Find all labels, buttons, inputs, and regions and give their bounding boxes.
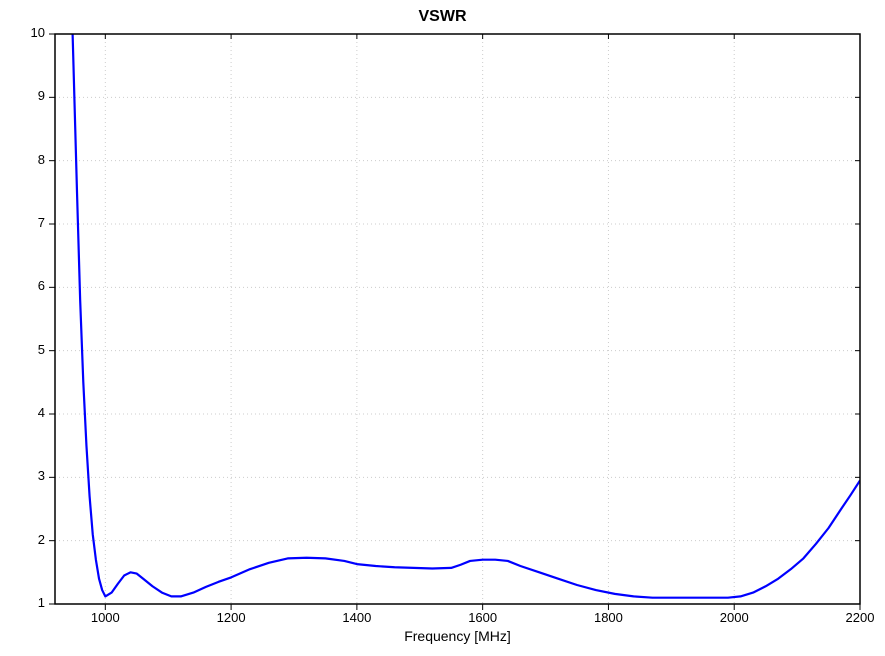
- chart-container: VSWR Frequency [MHz] 1000120014001600180…: [0, 0, 885, 656]
- y-tick-label: 2: [0, 532, 45, 547]
- x-tick-label: 1200: [201, 610, 261, 625]
- y-tick-label: 7: [0, 215, 45, 230]
- y-tick-label: 4: [0, 405, 45, 420]
- y-tick-label: 10: [0, 25, 45, 40]
- y-tick-label: 1: [0, 595, 45, 610]
- x-axis-label: Frequency [MHz]: [55, 628, 860, 644]
- x-tick-label: 1600: [453, 610, 513, 625]
- y-tick-label: 8: [0, 152, 45, 167]
- y-tick-label: 6: [0, 278, 45, 293]
- x-tick-label: 1000: [75, 610, 135, 625]
- x-tick-label: 2000: [704, 610, 764, 625]
- y-tick-label: 9: [0, 88, 45, 103]
- y-tick-label: 5: [0, 342, 45, 357]
- x-tick-label: 1800: [578, 610, 638, 625]
- y-tick-label: 3: [0, 468, 45, 483]
- plot-svg: [0, 0, 885, 656]
- x-tick-label: 1400: [327, 610, 387, 625]
- x-tick-label: 2200: [830, 610, 885, 625]
